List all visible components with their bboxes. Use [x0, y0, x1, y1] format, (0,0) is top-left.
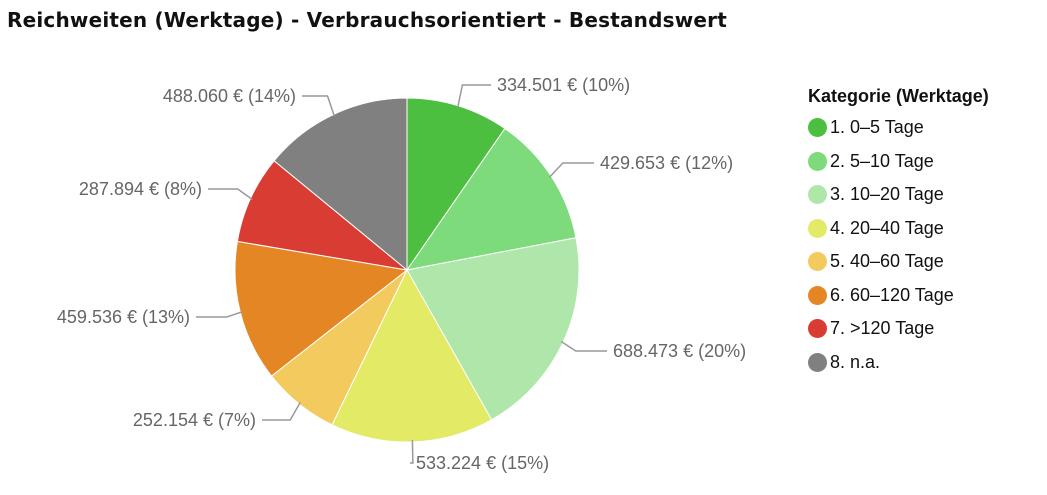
- legend-label: 3. 10–20 Tage: [830, 184, 944, 205]
- legend-label: 2. 5–10 Tage: [830, 150, 934, 171]
- legend-swatch-icon: [808, 218, 827, 238]
- legend-swatch-icon: [808, 185, 827, 205]
- data-label: 459.536 € (13%): [57, 307, 190, 327]
- legend-item[interactable]: 8. n.a.: [808, 341, 989, 385]
- data-label: 252.154 € (7%): [133, 410, 256, 430]
- legend-swatch-icon: [808, 319, 827, 339]
- legend-label: 7. >120 Tage: [830, 318, 935, 339]
- legend-item[interactable]: 7. >120 Tage: [808, 307, 989, 351]
- legend-label: 4. 20–40 Tage: [830, 217, 944, 238]
- legend: Kategorie (Werktage) 1. 0–5 Tage 2. 5–10 …: [808, 86, 989, 384]
- legend-label: 1. 0–5 Tage: [830, 117, 924, 138]
- data-label: 488.060 € (14%): [163, 86, 296, 106]
- legend-label: 5. 40–60 Tage: [830, 251, 944, 272]
- legend-swatch-icon: [808, 352, 827, 372]
- legend-item[interactable]: 1. 0–5 Tage: [808, 106, 989, 150]
- leader-line: [548, 162, 594, 178]
- legend-swatch-icon: [808, 252, 827, 272]
- leader-line: [196, 311, 243, 318]
- legend-label: 8. n.a.: [830, 351, 881, 372]
- legend-label: 6. 60–120 Tage: [830, 284, 954, 305]
- leader-line: [208, 188, 253, 201]
- leader-line: [262, 401, 301, 421]
- data-label: 287.894 € (8%): [79, 179, 202, 199]
- data-label: 334.501 € (10%): [497, 75, 630, 95]
- legend-title: Kategorie (Werktage): [808, 86, 989, 106]
- leader-line: [410, 439, 414, 464]
- data-label: 429.653 € (12%): [600, 153, 733, 173]
- data-label: 688.473 € (20%): [613, 341, 746, 361]
- data-label: 533.224 € (15%): [416, 453, 549, 473]
- leader-line: [456, 84, 491, 108]
- legend-item[interactable]: 4. 20–40 Tage: [808, 207, 989, 251]
- leader-line: [302, 95, 336, 117]
- legend-swatch-icon: [808, 151, 827, 171]
- legend-swatch-icon: [808, 285, 827, 305]
- legend-item[interactable]: 2. 5–10 Tage: [808, 140, 989, 184]
- chart-title: Reichweiten (Werktage) - Verbrauchsorien…: [7, 8, 727, 32]
- legend-item[interactable]: 5. 40–60 Tage: [808, 240, 989, 284]
- legend-swatch-icon: [808, 118, 827, 138]
- legend-item[interactable]: 6. 60–120 Tage: [808, 274, 989, 318]
- legend-item[interactable]: 3. 10–20 Tage: [808, 173, 989, 217]
- leader-line: [560, 340, 607, 352]
